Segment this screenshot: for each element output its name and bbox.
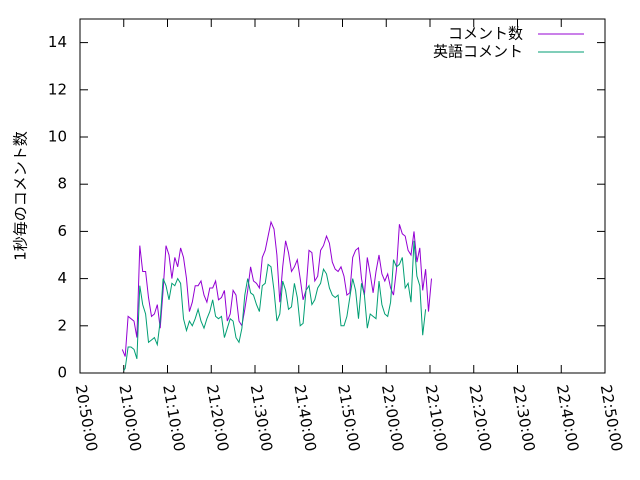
y-tick-label: 0 [57, 364, 67, 382]
y-axis-label: 1秒毎のコメント数 [12, 131, 30, 261]
y-tick-label: 10 [48, 128, 67, 146]
y-tick-label: 8 [57, 175, 67, 193]
x-tick-label: 22:00:00 [378, 383, 407, 452]
y-tick-label: 4 [57, 269, 67, 287]
legend-label: コメント数 [448, 25, 523, 43]
x-tick-label: 21:00:00 [115, 383, 144, 452]
x-axis-ticks: 20:50:00 21:00:00 21:10:00 21:20:00 21:30:00… [72, 19, 626, 453]
x-tick-label: 21:30:00 [247, 383, 276, 452]
series-line-1 [121, 220, 432, 357]
x-tick-label: 21:10:00 [159, 383, 188, 452]
y-axis-ticks: 0 2 4 6 8 10 12 14 [48, 33, 605, 382]
legend-label: 英語コメント [433, 43, 523, 61]
x-tick-label: 22:50:00 [597, 383, 626, 452]
x-tick-label: 22:40:00 [553, 383, 582, 452]
x-tick-label: 20:50:00 [72, 383, 101, 452]
y-tick-label: 2 [57, 316, 67, 334]
y-tick-label: 14 [48, 33, 67, 51]
x-tick-label: 22:20:00 [465, 383, 494, 452]
x-tick-label: 21:40:00 [290, 383, 319, 452]
y-tick-label: 12 [48, 80, 67, 98]
x-tick-label: 22:30:00 [509, 383, 538, 452]
x-tick-label: 21:20:00 [203, 383, 232, 452]
series-line-2 [123, 240, 427, 371]
series-lines [121, 220, 432, 371]
y-tick-label: 6 [57, 222, 67, 240]
x-tick-label: 22:10:00 [422, 383, 451, 452]
x-tick-label: 21:50:00 [334, 383, 363, 452]
